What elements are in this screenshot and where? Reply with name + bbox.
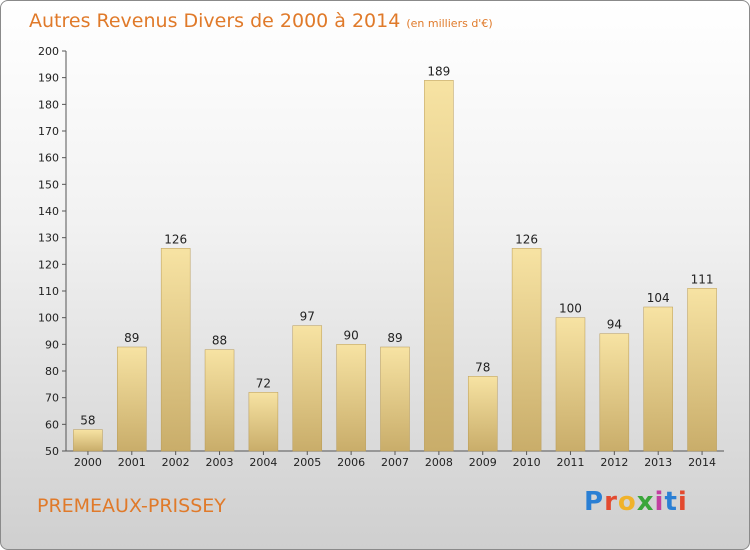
bar-value-label: 126 <box>164 232 187 246</box>
x-tick-label: 2011 <box>556 456 584 469</box>
bar <box>336 344 366 452</box>
logo-letter: x <box>636 487 655 517</box>
city-name: PREMEAUX-PRISSEY <box>37 495 226 517</box>
logo-letter: r <box>604 487 618 517</box>
x-tick-label: 2001 <box>118 456 146 469</box>
logo-letter: o <box>617 487 637 517</box>
y-tick-label: 120 <box>38 258 59 271</box>
chart-subtitle: (en milliers d'€) <box>406 17 493 30</box>
x-tick-label: 2006 <box>337 456 365 469</box>
bar <box>292 325 323 452</box>
bar <box>467 376 498 452</box>
y-tick-label: 170 <box>38 125 59 138</box>
bar <box>117 346 147 452</box>
x-tick-label: 2013 <box>644 456 672 469</box>
bars <box>73 80 717 452</box>
bar <box>248 392 279 452</box>
bar <box>511 248 542 452</box>
bar-value-label: 104 <box>647 291 670 305</box>
y-tick-label: 50 <box>45 445 59 458</box>
x-tick-label: 2009 <box>469 456 497 469</box>
bar-value-label: 88 <box>212 334 227 348</box>
y-tick-label: 190 <box>38 72 59 85</box>
data-labels: 58 89 126 88 72 97 90 89 189 78 126 100 94 104 111 <box>80 64 713 427</box>
bar <box>687 288 717 452</box>
chart-title: Autres Revenus Divers de 2000 à 2014 (en … <box>29 10 493 32</box>
bar <box>599 333 630 452</box>
x-tick-label: 2007 <box>381 456 409 469</box>
bar <box>424 80 454 452</box>
y-tick-label: 80 <box>45 365 59 378</box>
y-tick-label: 200 <box>38 45 59 58</box>
bar-value-label: 89 <box>124 331 139 345</box>
proxiti-logo[interactable]: Proxiti <box>584 487 688 517</box>
logo-letter: P <box>584 487 605 517</box>
bar <box>160 248 191 452</box>
y-tick-label: 60 <box>45 418 59 431</box>
bar-value-label: 89 <box>387 331 402 345</box>
bar-value-label: 189 <box>427 64 450 78</box>
x-axis: 2000 2001 2002 2003 2004 2005 2006 2007 2008 2009… <box>66 450 724 469</box>
bar-value-label: 126 <box>515 232 538 246</box>
logo-letter: t <box>664 487 678 517</box>
y-tick-label: 160 <box>38 152 59 165</box>
bar-value-label: 72 <box>256 376 271 390</box>
bar-value-label: 111 <box>691 272 714 286</box>
x-tick-label: 2010 <box>513 456 541 469</box>
bar <box>204 349 235 452</box>
logo-letter: i <box>654 487 665 517</box>
bar <box>643 306 673 452</box>
y-tick-label: 180 <box>38 98 59 111</box>
bar <box>555 317 586 452</box>
y-tick-label: 90 <box>45 338 59 351</box>
bar <box>380 346 410 452</box>
x-tick-label: 2000 <box>74 456 102 469</box>
bar-value-label: 78 <box>475 360 490 374</box>
y-tick-label: 130 <box>38 232 59 245</box>
bar-value-label: 100 <box>559 302 582 316</box>
x-tick-label: 2003 <box>206 456 234 469</box>
bar <box>73 429 103 452</box>
y-tick-label: 110 <box>38 285 59 298</box>
x-tick-label: 2014 <box>688 456 716 469</box>
y-tick-label: 70 <box>45 392 59 405</box>
bar-value-label: 97 <box>300 310 315 324</box>
y-tick-label: 100 <box>38 312 59 325</box>
x-tick-label: 2005 <box>293 456 321 469</box>
y-tick-label: 150 <box>38 178 59 191</box>
logo-letter: i <box>677 487 688 517</box>
bar-value-label: 90 <box>343 328 358 342</box>
x-tick-label: 2012 <box>600 456 628 469</box>
bar-value-label: 94 <box>607 318 622 332</box>
bar-value-label: 58 <box>80 414 95 428</box>
y-axis: 50 60 70 80 90 100 110 120 130 140 150 160 170 180 190… <box>38 45 67 458</box>
y-tick-label: 140 <box>38 205 59 218</box>
x-tick-label: 2002 <box>162 456 190 469</box>
x-tick-label: 2008 <box>425 456 453 469</box>
x-tick-label: 2004 <box>249 456 277 469</box>
